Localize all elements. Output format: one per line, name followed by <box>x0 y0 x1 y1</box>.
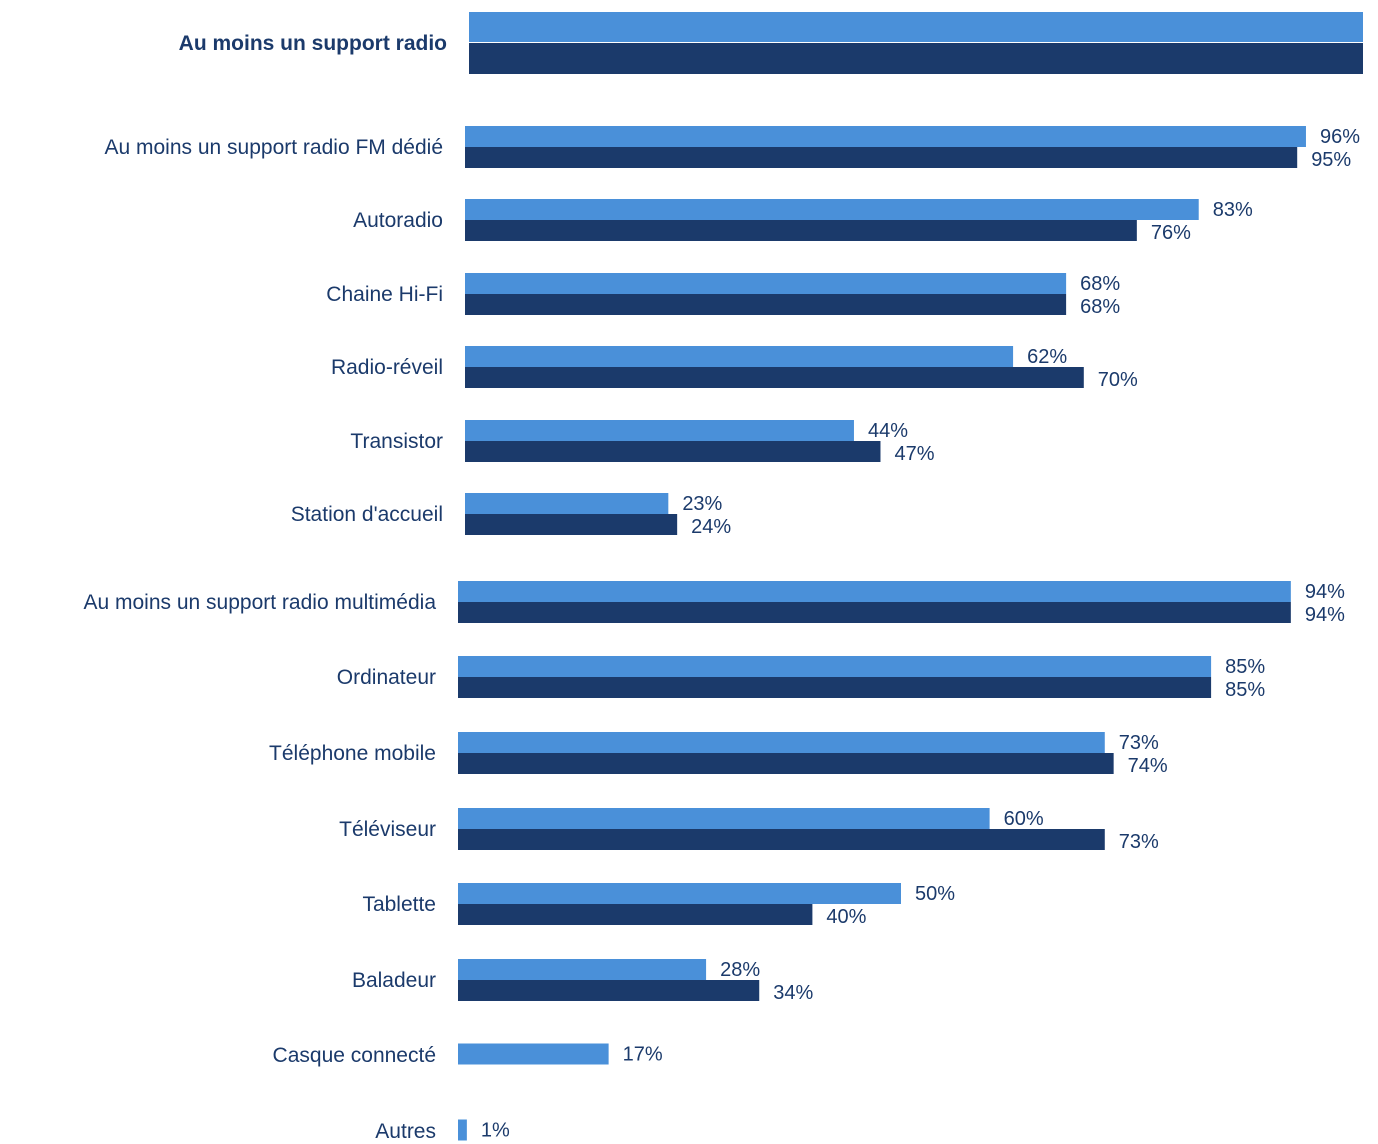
bar-series-2 <box>465 294 1067 315</box>
bar-series-2 <box>465 367 1084 388</box>
bar-series-1 <box>458 1043 609 1065</box>
bar-series-1 <box>458 883 901 904</box>
data-label-series-1: 68% <box>1080 273 1120 295</box>
data-label-series-1: 96% <box>1320 126 1360 148</box>
bar-series-1 <box>465 126 1306 147</box>
category-label: Tablette <box>362 893 436 916</box>
data-label-series-1: 44% <box>868 420 908 442</box>
bar-series-2 <box>458 829 1105 850</box>
category-label: Téléphone mobile <box>269 742 436 765</box>
bar-series-2 <box>458 753 1114 774</box>
bar-series-2 <box>465 220 1137 241</box>
category-label: Transistor <box>350 430 443 453</box>
bar-series-1 <box>465 199 1199 220</box>
bar-series-1 <box>465 420 854 441</box>
category-label: Autres <box>375 1120 436 1143</box>
data-label-series-2: 34% <box>773 982 813 1004</box>
bar-series-2 <box>458 980 760 1001</box>
bar-series-1 <box>465 346 1014 367</box>
data-label-series-1: 17% <box>623 1044 663 1066</box>
bar-series-1 <box>458 732 1105 753</box>
bar-series-1 <box>458 581 1291 602</box>
data-label-series-2: 70% <box>1098 369 1138 391</box>
category-label: Casque connecté <box>273 1044 436 1067</box>
data-label-series-1: 50% <box>915 883 955 905</box>
category-label: Ordinateur <box>337 666 436 689</box>
category-label: Station d'accueil <box>291 503 443 526</box>
bar-series-2 <box>465 514 678 535</box>
data-label-series-1: 62% <box>1027 346 1067 368</box>
bar-series-1 <box>469 12 1363 42</box>
data-label-series-2: 40% <box>826 906 866 928</box>
data-label-series-2: 24% <box>691 516 731 538</box>
bar-series-1 <box>465 273 1067 294</box>
data-label-series-2: 73% <box>1119 831 1159 853</box>
data-label-series-2: 76% <box>1151 222 1191 244</box>
category-label: Au moins un support radio <box>179 32 447 55</box>
bar-series-1 <box>458 1119 467 1141</box>
category-label: Au moins un support radio FM dédié <box>104 136 443 159</box>
bar-series-2 <box>458 602 1291 623</box>
data-label-series-1: 28% <box>720 959 760 981</box>
category-label: Chaine Hi-Fi <box>326 283 443 306</box>
category-label: Autoradio <box>353 209 443 232</box>
data-label-series-2: 47% <box>894 443 934 465</box>
data-label-series-1: 73% <box>1119 732 1159 754</box>
bar-series-2 <box>458 677 1212 698</box>
bar-series-1 <box>458 656 1212 677</box>
bar-series-2 <box>469 43 1363 74</box>
data-label-series-1: 23% <box>682 493 722 515</box>
data-label-series-1: 85% <box>1225 656 1265 678</box>
category-label: Téléviseur <box>339 818 436 841</box>
bar-series-1 <box>458 808 990 829</box>
category-label: Radio-réveil <box>331 356 443 379</box>
bar-series-2 <box>465 441 881 462</box>
bar-series-1 <box>465 493 669 514</box>
data-label-series-2: 94% <box>1305 604 1345 626</box>
data-label-series-1: 94% <box>1305 581 1345 603</box>
bar-series-2 <box>458 904 813 925</box>
data-label-series-2: 74% <box>1128 755 1168 777</box>
data-label-series-1: 60% <box>1004 808 1044 830</box>
category-label: Baladeur <box>352 969 436 992</box>
bar-series-2 <box>465 147 1298 168</box>
category-label: Au moins un support radio multimédia <box>83 591 436 614</box>
data-label-series-1: 83% <box>1213 199 1253 221</box>
data-label-series-1: 1% <box>481 1120 510 1142</box>
data-label-series-2: 68% <box>1080 296 1120 318</box>
bar-series-1 <box>458 959 707 980</box>
data-label-series-2: 95% <box>1311 149 1351 171</box>
data-label-series-2: 85% <box>1225 679 1265 701</box>
